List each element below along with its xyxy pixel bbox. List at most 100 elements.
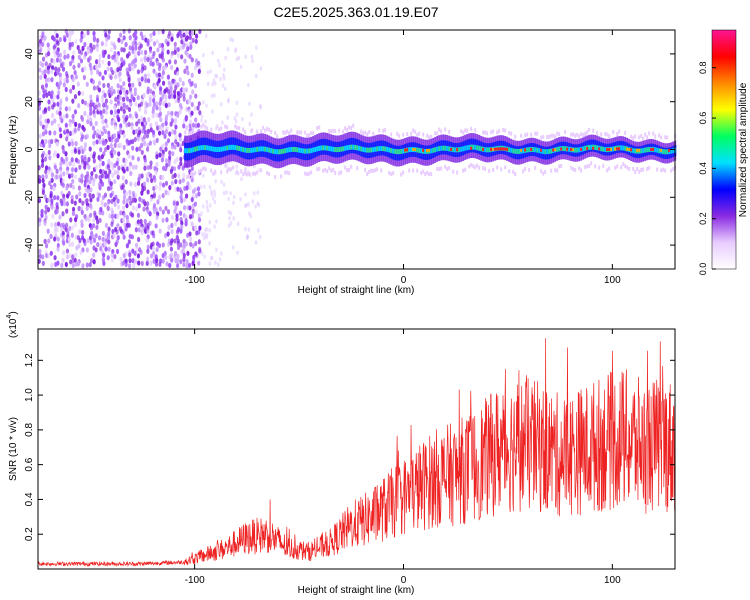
spectrogram-cell	[654, 134, 657, 139]
spectrogram-cell	[528, 167, 531, 172]
spectrogram-cell	[149, 160, 153, 166]
spectrogram-cell	[128, 195, 132, 201]
spectrogram-cell	[348, 167, 351, 172]
spectrogram-cell	[88, 192, 92, 198]
spectrogram-cell	[636, 148, 640, 152]
spectrogram-cell	[135, 113, 139, 119]
spectrogram-cell	[646, 147, 649, 153]
spectrogram-cell	[137, 50, 141, 56]
spectrogram-cell	[89, 70, 94, 76]
spectrogram-cell	[41, 31, 45, 37]
spectrogram-cell	[183, 68, 187, 75]
spectrogram-cell	[42, 93, 46, 99]
spectrogram-cell	[208, 203, 212, 208]
spectrogram-cell	[79, 249, 83, 256]
spectrogram-cell	[468, 164, 471, 169]
spectrogram-cell	[127, 140, 131, 146]
spectrogram-cell	[194, 193, 199, 199]
spectrogram-cell	[221, 83, 225, 88]
spectrogram-cell	[74, 38, 78, 45]
spectrogram-cell	[98, 139, 102, 145]
spectrogram-cell	[466, 145, 469, 151]
spectrogram-cell	[114, 109, 118, 115]
spectrogram-cell	[88, 235, 93, 241]
spectrogram-cell	[66, 53, 70, 59]
spectrogram-cell	[181, 165, 185, 171]
spectrogram-cell	[352, 144, 355, 150]
spectrogram-cell	[560, 147, 564, 151]
spectrogram-cell	[67, 190, 71, 196]
spectrogram-cell	[532, 147, 535, 153]
spectrogram-cell	[109, 91, 114, 97]
spectrogram-cell	[286, 170, 289, 175]
spectrogram-cell	[179, 156, 183, 162]
spectrogram-cell	[185, 52, 190, 58]
spectrogram-cell	[161, 46, 165, 53]
spectrogram-cell	[76, 44, 80, 51]
spectrogram-cell	[119, 106, 124, 112]
spectrogram-cell	[233, 48, 237, 54]
spectrogram-cell	[185, 263, 189, 269]
spectrogram-cell	[89, 121, 93, 127]
spectrogram-cell	[188, 205, 192, 211]
spectrogram-cell	[252, 171, 255, 176]
spectrogram-cell	[158, 261, 162, 267]
y-tick-label: 40	[24, 48, 35, 60]
spectrogram-cell	[178, 109, 182, 115]
spectrogram-cell	[113, 44, 117, 50]
spectrogram-cell	[230, 167, 233, 172]
spectrogram-cell	[434, 131, 437, 136]
spectrogram-cell	[646, 135, 649, 140]
spectrogram-cell	[99, 147, 103, 153]
spectrogram-cell	[134, 128, 139, 134]
spectrogram-cell	[94, 59, 99, 65]
spectrogram-cell	[164, 94, 168, 100]
y-tick-label: -40	[24, 237, 35, 252]
spectrogram-cell	[140, 149, 144, 155]
spectrogram-cell	[97, 102, 101, 108]
spectrogram-cell	[201, 232, 204, 237]
spectrogram-cell	[92, 85, 97, 91]
spectrogram-cell	[236, 125, 239, 130]
spectrogram-cell	[197, 229, 201, 235]
spectrogram-cell	[157, 112, 161, 119]
spectrogram-cell	[624, 145, 627, 151]
spectrogram-cell	[97, 62, 102, 69]
spectrogram-cell	[188, 53, 192, 59]
spectrogram-cell	[245, 235, 249, 241]
spectrogram-cell	[117, 116, 121, 123]
spectrogram-cell	[470, 126, 473, 131]
spectrogram-cell	[83, 240, 87, 247]
spectrogram-cell	[470, 163, 473, 168]
spectrogram-cell	[574, 147, 577, 153]
spectrogram-cell	[131, 197, 135, 204]
spectrogram-cell	[428, 148, 432, 152]
spectrogram-cell	[294, 146, 297, 152]
spectrogram-cell	[158, 89, 163, 96]
spectrogram-cell	[578, 166, 581, 171]
spectrogram-cell	[157, 242, 162, 249]
spectrogram-cell	[197, 239, 201, 245]
spectrogram-cell	[178, 77, 182, 83]
spectrogram-cell	[624, 164, 627, 169]
spectrogram-cell	[428, 135, 431, 140]
spectrogram-cell	[127, 51, 131, 57]
spectrogram-cell	[131, 258, 135, 264]
spectrogram-cell	[452, 169, 455, 174]
spectrogram-cell	[136, 180, 141, 186]
y-tick-label: 1.2	[24, 353, 35, 367]
spectrogram-cell	[236, 221, 240, 226]
spectrogram-cell	[185, 65, 189, 71]
spectrogram-cell	[236, 250, 239, 255]
spectrogram-cell	[182, 92, 186, 98]
spectrogram-cell	[124, 158, 128, 164]
spectrogram-cell	[213, 81, 217, 86]
spectrogram-cell	[300, 130, 303, 135]
spectrogram-cell	[117, 61, 121, 68]
spectrogram-cell	[123, 163, 127, 169]
spectrogram-cell	[496, 165, 499, 170]
spectrogram-cell	[155, 39, 159, 45]
spectrogram-cell	[510, 147, 513, 153]
spectrogram-cell	[197, 101, 201, 107]
spectrogram-cell	[368, 169, 371, 174]
